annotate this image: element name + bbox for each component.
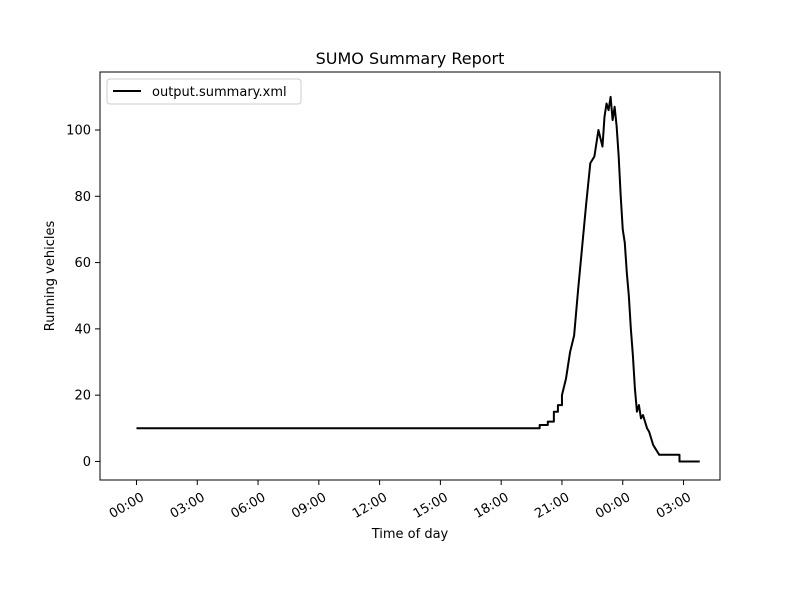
series-layer (136, 95, 700, 463)
y-tick-label: 20 (74, 389, 91, 404)
legend-label: output.summary.xml (152, 85, 287, 100)
series-line-0 (136, 95, 700, 463)
y-axis: 0 20 40 60 80 100 (66, 124, 100, 470)
x-axis-label: Time of day (371, 527, 449, 542)
plot-frame (99, 71, 721, 481)
legend-box (106, 78, 302, 105)
y-tick-label: 0 (83, 455, 91, 470)
y-tick-label: 60 (74, 256, 91, 271)
chart-title: SUMO Summary Report (316, 49, 505, 68)
y-tick-label: 80 (74, 190, 91, 205)
y-axis-label: Running vehicles (43, 221, 58, 332)
legend: output.summary.xml (106, 78, 302, 105)
y-tick-label: 40 (74, 322, 91, 337)
y-tick-label: 100 (66, 124, 91, 139)
